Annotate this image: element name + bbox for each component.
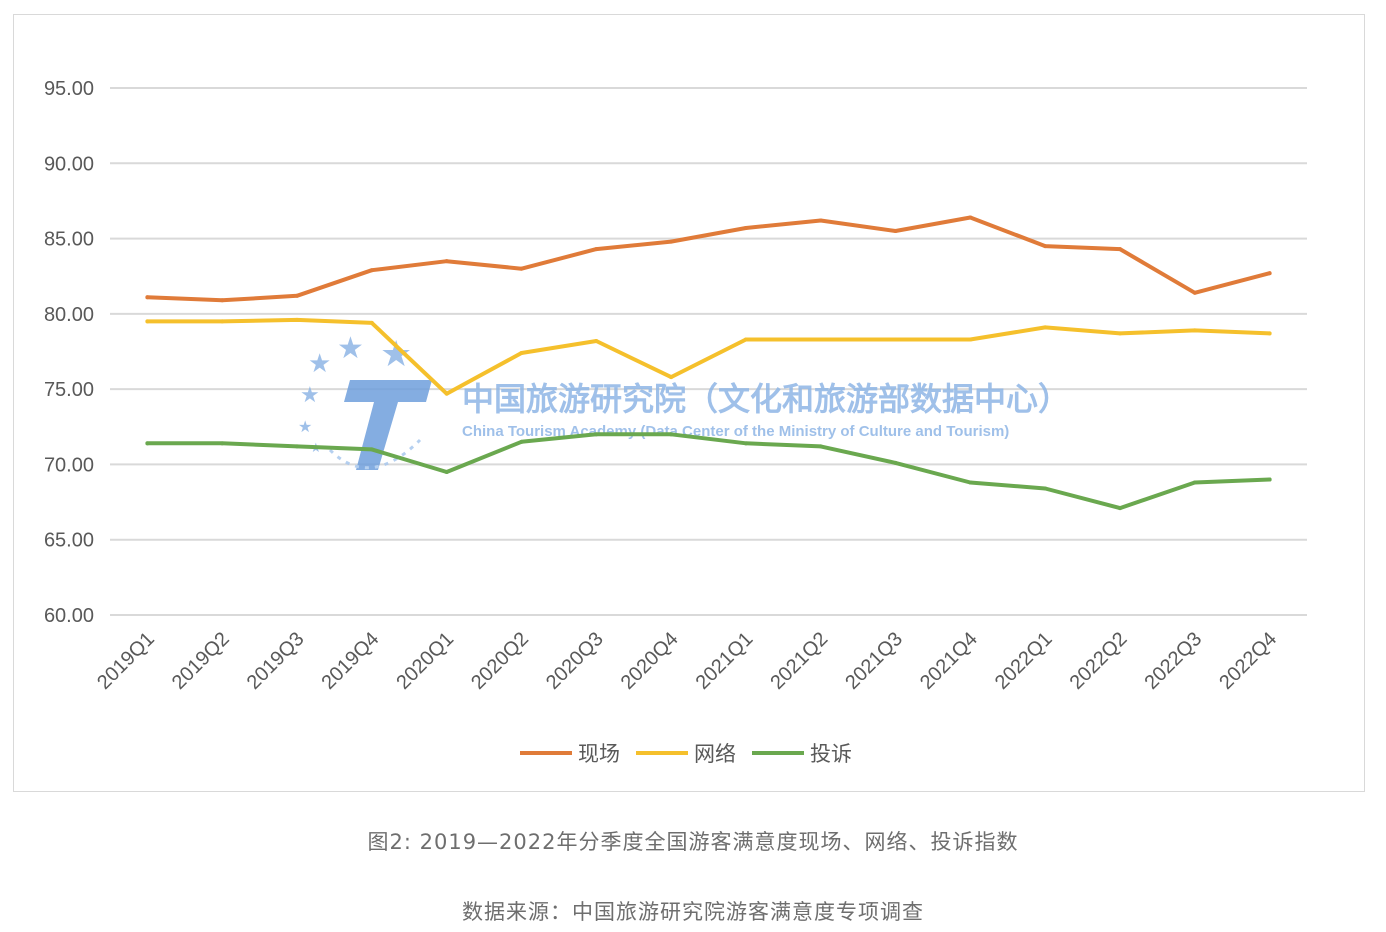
data-point: [893, 460, 898, 465]
data-point: [369, 320, 374, 325]
x-tick-label: 2021Q3: [841, 628, 907, 694]
data-point: [818, 337, 823, 342]
series-lines: [145, 215, 1272, 511]
series-line-1: [145, 317, 1272, 396]
data-point: [444, 259, 449, 264]
x-tick-label: 2020Q4: [617, 628, 683, 694]
data-point: [743, 441, 748, 446]
data-point: [669, 375, 674, 380]
x-axis-ticks: 2019Q1 2019Q2 2019Q3 2019Q4 2020Q1 2020Q2 2020…: [93, 628, 1281, 694]
line-chart: 60.00 65.00 70.00 75.00 80.00 85.00 90.00 95.00…: [44, 78, 1307, 766]
y-axis-ticks: 60.00 65.00 70.00 75.00 80.00 85.00 90.00 95.00: [44, 78, 94, 627]
svg-text:★: ★: [308, 349, 331, 379]
svg-text:★: ★: [300, 383, 320, 408]
series-line-2: [145, 432, 1272, 511]
data-point: [1117, 331, 1122, 336]
y-tick-label: 60.00: [44, 605, 94, 627]
data-point: [818, 218, 823, 223]
watermark-en: China Tourism Academy (Data Center of th…: [462, 423, 1009, 440]
y-tick-label: 95.00: [44, 78, 94, 100]
x-tick-label: 2021Q4: [916, 628, 982, 694]
x-tick-label: 2020Q2: [467, 628, 533, 694]
gridlines: [110, 87, 1307, 616]
data-point: [743, 337, 748, 342]
legend-label: 投诉: [810, 742, 852, 766]
data-point: [1043, 486, 1048, 491]
svg-text:★: ★: [337, 331, 364, 366]
y-tick-label: 75.00: [44, 379, 94, 401]
legend-item-0: 现场: [520, 742, 620, 766]
x-tick-label: 2022Q4: [1215, 628, 1281, 694]
data-point: [295, 317, 300, 322]
data-point: [220, 298, 225, 303]
data-point: [743, 226, 748, 231]
y-tick-label: 90.00: [44, 153, 94, 175]
x-tick-label: 2021Q2: [766, 628, 832, 694]
data-point: [594, 338, 599, 343]
x-tick-label: 2019Q4: [317, 628, 383, 694]
x-tick-label: 2019Q1: [93, 628, 159, 694]
data-point: [893, 229, 898, 234]
data-point: [1267, 331, 1272, 336]
y-tick-label: 85.00: [44, 229, 94, 251]
x-tick-label: 2020Q3: [542, 628, 608, 694]
data-source: 数据来源：中国旅游研究院游客满意度专项调查: [462, 900, 924, 924]
data-point: [893, 337, 898, 342]
data-point: [669, 239, 674, 244]
y-tick-label: 65.00: [44, 530, 94, 552]
data-point: [369, 447, 374, 452]
legend-label: 网络: [694, 742, 736, 766]
data-point: [519, 266, 524, 271]
watermark-cn: 中国旅游研究院（文化和旅游部数据中心）: [462, 380, 1070, 418]
data-point: [519, 439, 524, 444]
data-point: [295, 293, 300, 298]
data-point: [519, 351, 524, 356]
data-point: [818, 444, 823, 449]
data-point: [1192, 328, 1197, 333]
y-tick-label: 70.00: [44, 454, 94, 476]
x-tick-label: 2019Q2: [168, 628, 234, 694]
x-tick-label: 2022Q3: [1140, 628, 1206, 694]
data-point: [444, 469, 449, 474]
data-point: [1267, 271, 1272, 276]
data-point: [594, 247, 599, 252]
data-point: [220, 319, 225, 324]
legend-item-1: 网络: [636, 742, 736, 766]
watermark: ★ ★ ★ ★ ★ ★ 中国旅游研究院（文化和旅游部数据中心） China To…: [298, 331, 1070, 470]
x-tick-label: 2019Q3: [243, 628, 309, 694]
x-tick-label: 2022Q1: [991, 628, 1057, 694]
data-point: [968, 215, 973, 220]
data-point: [968, 337, 973, 342]
data-point: [295, 444, 300, 449]
data-point: [968, 480, 973, 485]
data-point: [1192, 480, 1197, 485]
data-point: [1192, 290, 1197, 295]
x-tick-label: 2022Q2: [1066, 628, 1132, 694]
figure-caption: 图2: 2019—2022年分季度全国游客满意度现场、网络、投诉指数: [367, 830, 1019, 854]
chart-frame: [13, 14, 1365, 792]
data-point: [1043, 325, 1048, 330]
series-line-0: [145, 215, 1272, 303]
data-point: [369, 268, 374, 273]
x-tick-label: 2020Q1: [392, 628, 458, 694]
data-point: [1117, 247, 1122, 252]
data-point: [1267, 477, 1272, 482]
legend-label: 现场: [578, 742, 620, 766]
data-point: [1117, 506, 1122, 511]
legend-item-2: 投诉: [752, 742, 852, 766]
data-point: [669, 432, 674, 437]
data-point: [1043, 244, 1048, 249]
legend: 现场 网络 投诉: [520, 742, 852, 766]
data-point: [444, 391, 449, 396]
data-point: [145, 295, 150, 300]
data-point: [145, 319, 150, 324]
svg-text:★: ★: [298, 417, 312, 436]
data-point: [220, 441, 225, 446]
y-tick-label: 80.00: [44, 304, 94, 326]
data-point: [145, 441, 150, 446]
x-tick-label: 2021Q1: [692, 628, 758, 694]
data-point: [594, 432, 599, 437]
